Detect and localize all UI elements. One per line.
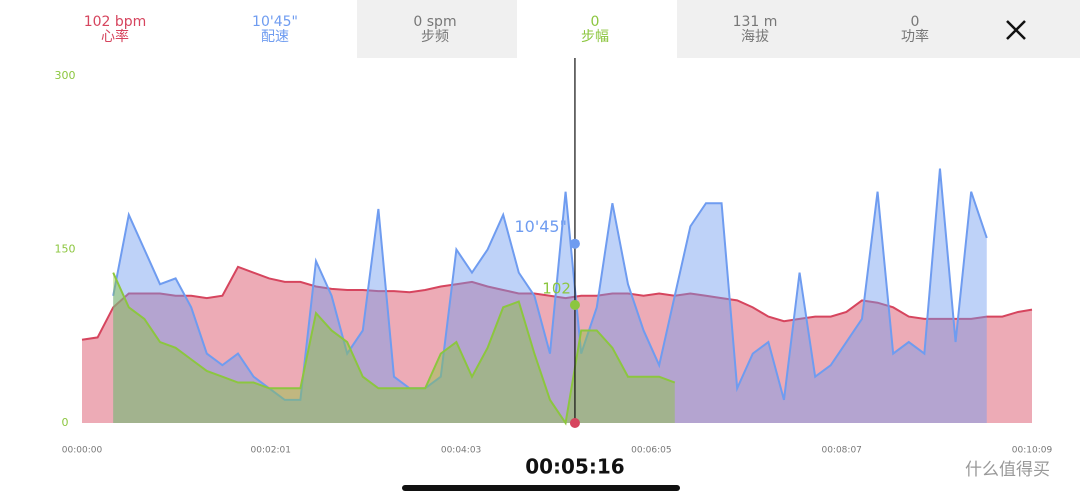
cursor-point bbox=[569, 418, 580, 428]
tab-label: 功率 bbox=[901, 28, 929, 45]
tab-value: 0 spm bbox=[413, 14, 456, 30]
tab-label: 步幅 bbox=[581, 29, 609, 45]
x-tick-label: 00:00:00 bbox=[62, 446, 103, 456]
tab-label: 配速 bbox=[261, 29, 289, 45]
tab-label: 海拔 bbox=[741, 29, 769, 45]
tab-value: 131 m bbox=[733, 14, 778, 30]
tab-value: 10'45" bbox=[252, 14, 298, 30]
tab[interactable]: 0步幅 bbox=[581, 14, 609, 45]
watermark: 什么值得买 bbox=[965, 460, 1050, 480]
x-tick-label: 00:08:07 bbox=[821, 446, 861, 456]
cursor-point bbox=[569, 300, 580, 311]
area-fill bbox=[113, 272, 987, 423]
y-tick-label: 300 bbox=[55, 69, 76, 82]
cursor-label: 102 bbox=[542, 280, 571, 298]
tab-bg bbox=[357, 0, 517, 58]
tab-value: 102 bpm bbox=[84, 14, 147, 30]
x-tick-label: 00:02:01 bbox=[251, 446, 291, 456]
x-tick-label: 00:10:09 bbox=[1012, 446, 1053, 456]
home-indicator bbox=[402, 485, 680, 491]
x-tick-label: 00:04:03 bbox=[441, 446, 481, 456]
x-tick-label: 00:06:05 bbox=[631, 446, 671, 456]
tab-bg bbox=[677, 0, 1080, 58]
area-line bbox=[81, 265, 1033, 341]
tab-label: 步频 bbox=[421, 29, 449, 45]
tab-label: 心率 bbox=[101, 28, 129, 45]
tab-value: 0 bbox=[591, 14, 600, 30]
cursor-point bbox=[569, 238, 580, 249]
close-button[interactable] bbox=[1006, 20, 1026, 40]
area-fill bbox=[113, 168, 987, 423]
tab[interactable]: 0功率 bbox=[901, 14, 929, 45]
tab-value: 0 bbox=[911, 14, 920, 30]
y-tick-label: 150 bbox=[55, 243, 76, 256]
tab[interactable]: 131 m海拔 bbox=[733, 14, 778, 45]
cursor-label: 10'45" bbox=[514, 217, 566, 236]
cursor-time: 00:05:16 bbox=[525, 455, 625, 479]
tab[interactable]: 10'45"配速 bbox=[252, 14, 298, 45]
y-tick-label: 0 bbox=[62, 416, 69, 429]
area-fill bbox=[82, 266, 1032, 423]
area-line bbox=[112, 168, 988, 401]
